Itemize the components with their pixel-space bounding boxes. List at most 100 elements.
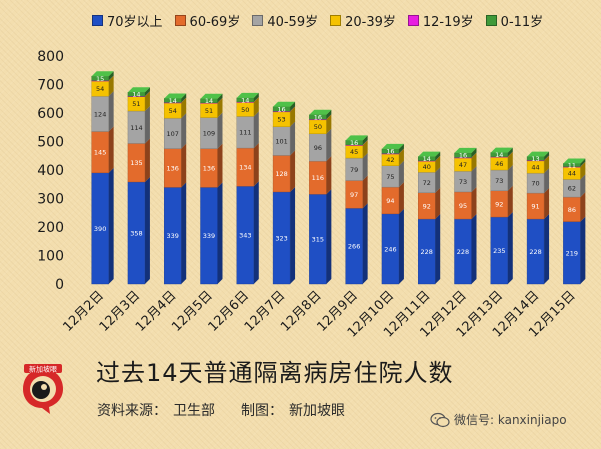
bar-top: [200, 93, 223, 99]
legend-swatch: [485, 15, 497, 26]
data-label: 135: [130, 159, 142, 167]
data-label: 79: [350, 166, 358, 174]
data-label: 70: [531, 180, 539, 188]
bar-segment-side: [507, 185, 513, 218]
bar-segment-side: [544, 155, 550, 174]
bar-segment-side: [435, 167, 441, 193]
data-label: 72: [423, 179, 431, 187]
legend-label: 70岁以上: [107, 15, 163, 30]
bar-segment-side: [144, 106, 150, 144]
credits: 资料来源： 卫生部 制图： 新加坡眼: [97, 400, 345, 420]
data-label: 94: [386, 197, 394, 205]
data-label: 50: [241, 106, 249, 114]
bar-segment-side: [326, 156, 332, 195]
bar-segment-side: [435, 155, 441, 173]
data-label: 92: [495, 200, 503, 208]
bar-segment-side: [507, 212, 513, 284]
bar-segment-side: [471, 214, 477, 284]
bar-segment-side: [471, 166, 477, 192]
data-label: 109: [203, 130, 215, 138]
bar-segment-side: [580, 161, 586, 167]
legend-item: 12-19岁: [407, 11, 474, 30]
maker-value: 新加坡眼: [289, 403, 345, 419]
bar-segment-side: [362, 153, 368, 181]
legend-swatch: [92, 15, 103, 26]
bar-top: [563, 158, 586, 164]
bar-top: [490, 147, 513, 153]
wechat-id: 微信号: kanxinjiapo: [454, 413, 567, 427]
legend-label: 0-11岁: [500, 15, 544, 30]
y-tick-label: 300: [37, 192, 64, 208]
data-label: 51: [132, 100, 140, 108]
legend-label: 20-39岁: [345, 15, 396, 30]
data-label: 235: [493, 247, 505, 255]
data-label: 111: [239, 129, 251, 137]
bar-top: [418, 151, 441, 157]
bar-stack: 323 128 101 53 16: [272, 101, 296, 285]
data-label: 54: [169, 107, 177, 115]
bar-segment-side: [108, 75, 114, 97]
data-label: 136: [167, 165, 179, 173]
bar-segment-side: [435, 155, 441, 161]
y-tick-label: 400: [37, 163, 64, 179]
legend-item: 40-59岁: [252, 11, 318, 30]
bar-segment-side: [181, 97, 187, 119]
data-label: 42: [386, 156, 394, 164]
data-label: 44: [568, 170, 576, 178]
data-label: 14: [132, 91, 140, 99]
legend-item: 60-69岁: [174, 11, 240, 30]
bar-segment-side: [108, 91, 114, 132]
bar-segment-side: [362, 203, 368, 284]
bar-segment-side: [544, 188, 550, 220]
bar-segment-side: [544, 155, 550, 161]
bar-stack: 339 136 107 54 14: [164, 93, 187, 285]
y-tick-label: 0: [55, 277, 64, 293]
bar-segment-side: [108, 71, 114, 81]
data-label: 96: [314, 144, 322, 152]
data-label: 390: [94, 225, 106, 233]
maker-credit: 制图： 新加坡眼: [241, 400, 345, 420]
data-label: 62: [568, 185, 576, 193]
data-label: 50: [314, 123, 322, 131]
data-label: 16: [314, 113, 322, 121]
data-label: 53: [277, 116, 285, 124]
y-tick-label: 600: [37, 106, 64, 122]
bar-segment-side: [253, 143, 259, 187]
data-label: 95: [459, 202, 467, 210]
data-label: 75: [386, 173, 394, 181]
data-label: 228: [421, 248, 433, 256]
data-label: 40: [423, 163, 431, 171]
bar-segment-side: [181, 93, 187, 103]
data-label: 91: [531, 203, 539, 211]
bar-segment-side: [217, 98, 223, 118]
wechat-credit: 微信号: kanxinjiapo: [430, 411, 567, 428]
data-label: 323: [275, 234, 287, 242]
data-label: 315: [312, 236, 324, 244]
bar-segment-side: [144, 176, 150, 284]
bar-segment-side: [326, 128, 332, 162]
bar-segment-side: [471, 152, 477, 158]
bar-segment-side: [580, 174, 586, 198]
bar-segment-side: [326, 189, 332, 284]
data-label: 97: [350, 191, 358, 199]
bar-stack: 339 136 109 51 14: [200, 93, 223, 285]
bar-segment-side: [144, 91, 150, 97]
bar-segment-side: [144, 91, 150, 112]
bar-segment-side: [326, 114, 332, 120]
chart-title: 过去14天普通隔离病房住院人数: [96, 359, 454, 387]
bar-segment-side: [290, 106, 296, 127]
data-label: 14: [495, 151, 503, 159]
bar-segment-side: [507, 165, 513, 191]
data-label: 14: [205, 97, 213, 105]
bar-segment-side: [544, 214, 550, 284]
logo: 新加坡眼: [20, 363, 66, 415]
data-label: 339: [167, 232, 179, 240]
bar-top: [236, 92, 259, 98]
y-tick-label: 700: [37, 78, 64, 94]
data-label: 15: [96, 75, 104, 83]
